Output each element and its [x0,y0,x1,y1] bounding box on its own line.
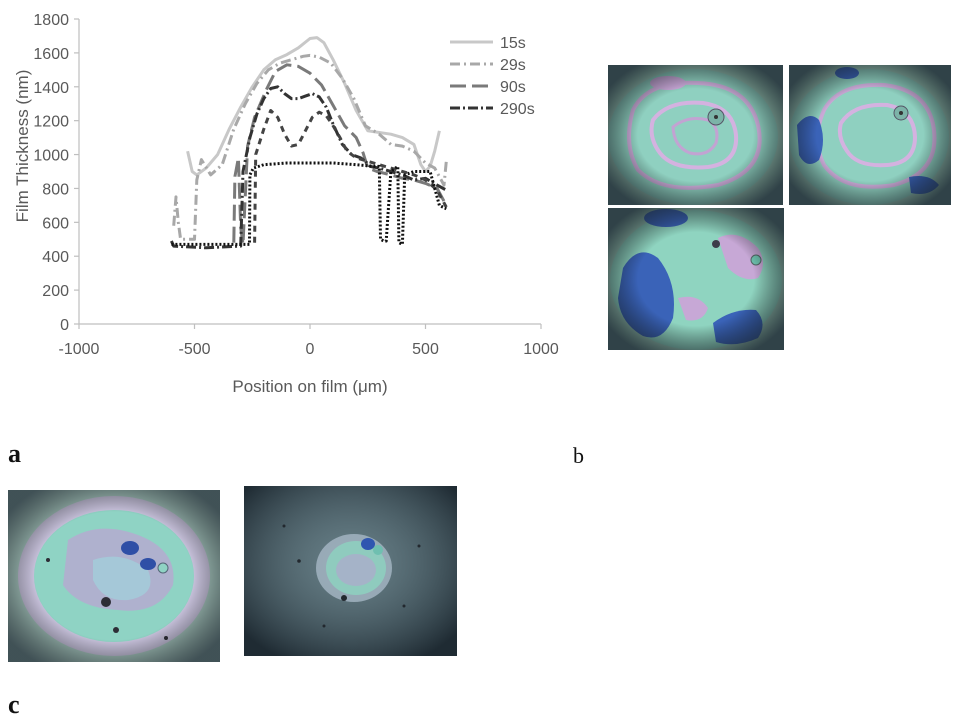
y-tick-label: 400 [42,249,69,266]
y-tick-label: 1400 [33,80,69,97]
x-tick-label: 500 [412,341,439,358]
x-tick-label: -500 [178,341,210,358]
y-tick-label: 1600 [33,46,69,63]
micrograph-c1 [8,490,220,662]
y-tick-label: 200 [42,283,69,300]
x-tick-label: 0 [306,341,315,358]
y-tick-label: 0 [60,317,69,334]
micrograph-b2 [789,65,951,205]
micrograph-b3 [608,208,784,350]
legend-label: 29s [500,57,526,74]
series-line-profile-4 [253,109,448,243]
x-axis-label: Position on film (μm) [232,377,387,396]
panel-label-a: a [8,439,21,468]
x-tick-group: -1000 -500 0 500 1000 [59,324,559,358]
y-axis-label: Film Thickness (nm) [13,70,32,223]
chart-legend: 15s 29s 90s 290s [450,35,535,118]
legend-label: 290s [500,101,535,118]
x-tick-label: -1000 [59,341,100,358]
y-tick-group: 0 200 400 600 800 1000 1200 1400 1600 1800 [33,12,79,334]
panel-label-c: c [8,690,20,719]
x-tick-label: 1000 [523,341,559,358]
plot-series-group [170,36,448,250]
series-line-90s [232,63,448,246]
micrograph-b1 [608,65,783,205]
series-line-profile-5 [171,161,447,246]
y-tick-label: 1800 [33,12,69,29]
y-tick-label: 1200 [33,114,69,131]
legend-label: 15s [500,35,526,52]
legend-label: 90s [500,79,526,96]
micrograph-c2 [244,486,457,656]
film-thickness-chart: -1000 -500 0 500 1000 0 200 400 600 800 1000 1200 1… [13,12,559,396]
y-tick-label: 600 [42,215,69,232]
series-line-290s [170,85,448,250]
series-line-29s [172,53,448,241]
y-tick-label: 800 [42,181,69,198]
panel-label-b: b [573,443,584,468]
y-tick-label: 1000 [33,148,69,165]
